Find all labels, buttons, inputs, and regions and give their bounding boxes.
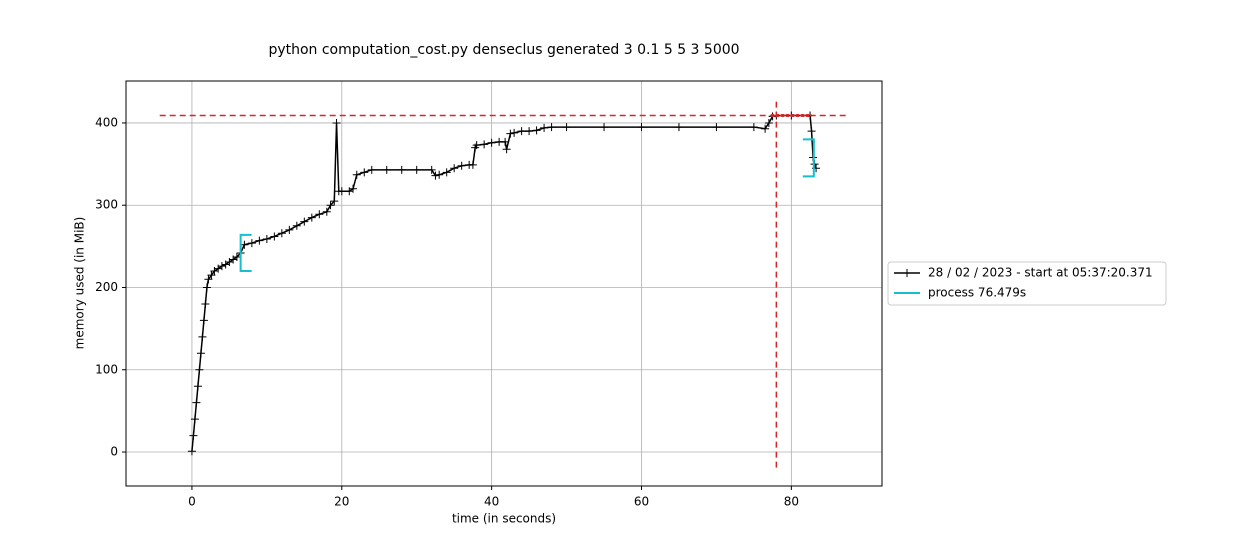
point-marker bbox=[764, 118, 773, 127]
point-marker bbox=[506, 129, 515, 138]
x-tick-label: 40 bbox=[484, 495, 499, 509]
axes-frame bbox=[125, 80, 883, 487]
point-marker bbox=[196, 349, 205, 358]
point-marker bbox=[472, 141, 481, 150]
y-tick-label: 400 bbox=[95, 115, 118, 129]
y-axis-label: memory used (in MiB) bbox=[73, 217, 87, 350]
point-marker bbox=[255, 236, 264, 245]
point-marker bbox=[332, 118, 341, 127]
point-marker bbox=[190, 415, 199, 424]
point-marker bbox=[487, 138, 496, 147]
point-marker bbox=[637, 123, 646, 132]
point-marker bbox=[189, 431, 198, 440]
point-marker bbox=[397, 165, 406, 174]
point-marker bbox=[262, 234, 271, 243]
point-marker bbox=[600, 123, 609, 132]
legend-marker bbox=[903, 269, 911, 277]
legend-label: 28 / 02 / 2023 - start at 05:37:20.371 bbox=[928, 266, 1153, 280]
point-marker bbox=[807, 127, 816, 136]
point-marker bbox=[480, 140, 489, 149]
point-marker bbox=[193, 382, 202, 391]
x-axis-label: time (in seconds) bbox=[452, 512, 556, 526]
x-tick-label: 80 bbox=[784, 495, 799, 509]
point-marker bbox=[201, 299, 210, 308]
point-marker bbox=[360, 168, 369, 177]
point-marker bbox=[761, 124, 770, 133]
point-marker bbox=[202, 283, 211, 292]
point-marker bbox=[204, 275, 213, 284]
point-marker bbox=[207, 271, 216, 280]
point-marker bbox=[270, 232, 279, 241]
x-tick-label: 60 bbox=[634, 495, 649, 509]
point-marker bbox=[292, 221, 301, 230]
point-marker bbox=[412, 165, 421, 174]
point-marker bbox=[502, 145, 511, 154]
point-marker bbox=[232, 253, 241, 262]
y-tick-label: 300 bbox=[95, 198, 118, 212]
point-marker bbox=[217, 262, 226, 271]
point-marker bbox=[674, 123, 683, 132]
point-marker bbox=[457, 161, 466, 170]
process-bracket bbox=[802, 138, 815, 178]
point-marker bbox=[192, 398, 201, 407]
point-marker bbox=[195, 365, 204, 374]
point-marker bbox=[532, 126, 541, 135]
point-marker bbox=[367, 165, 376, 174]
point-marker bbox=[442, 168, 451, 177]
legend-label: process 76.479s bbox=[928, 286, 1026, 300]
point-marker bbox=[330, 197, 339, 206]
point-marker bbox=[326, 201, 335, 210]
point-marker bbox=[349, 184, 358, 193]
point-marker bbox=[517, 127, 526, 136]
legend-box bbox=[887, 261, 1167, 306]
point-marker bbox=[562, 123, 571, 132]
point-marker bbox=[525, 127, 534, 136]
point-marker bbox=[540, 123, 549, 132]
point-marker bbox=[300, 217, 309, 226]
point-marker bbox=[468, 160, 477, 169]
point-marker bbox=[198, 332, 207, 341]
grid bbox=[126, 81, 882, 486]
point-marker bbox=[307, 213, 316, 222]
point-marker bbox=[322, 207, 331, 216]
y-tick-label: 0 bbox=[110, 445, 118, 459]
point-marker bbox=[382, 165, 391, 174]
point-marker bbox=[315, 210, 324, 219]
chart-title: python computation_cost.py denseclus gen… bbox=[268, 42, 739, 58]
legend: 28 / 02 / 2023 - start at 05:37:20.371 pr… bbox=[887, 261, 1167, 306]
point-marker bbox=[277, 229, 286, 238]
x-tick-label: 20 bbox=[334, 495, 349, 509]
plot-area bbox=[159, 99, 849, 468]
x-tick-label: 0 bbox=[188, 495, 196, 509]
point-marker bbox=[547, 123, 556, 132]
point-marker bbox=[749, 123, 758, 132]
point-marker bbox=[435, 170, 444, 179]
point-marker bbox=[510, 128, 519, 137]
point-marker bbox=[712, 123, 721, 132]
point-marker bbox=[431, 171, 440, 180]
point-marker bbox=[187, 447, 196, 456]
point-marker bbox=[450, 164, 459, 173]
process-bracket bbox=[239, 233, 252, 273]
point-marker bbox=[199, 316, 208, 325]
point-marker bbox=[337, 187, 346, 196]
y-tick-label: 200 bbox=[95, 280, 118, 294]
point-marker bbox=[240, 240, 249, 249]
point-marker bbox=[285, 225, 294, 234]
y-tick-label: 100 bbox=[95, 362, 118, 376]
point-marker bbox=[247, 239, 256, 248]
point-marker bbox=[427, 165, 436, 174]
point-marker bbox=[352, 170, 361, 179]
point-marker bbox=[501, 137, 510, 146]
